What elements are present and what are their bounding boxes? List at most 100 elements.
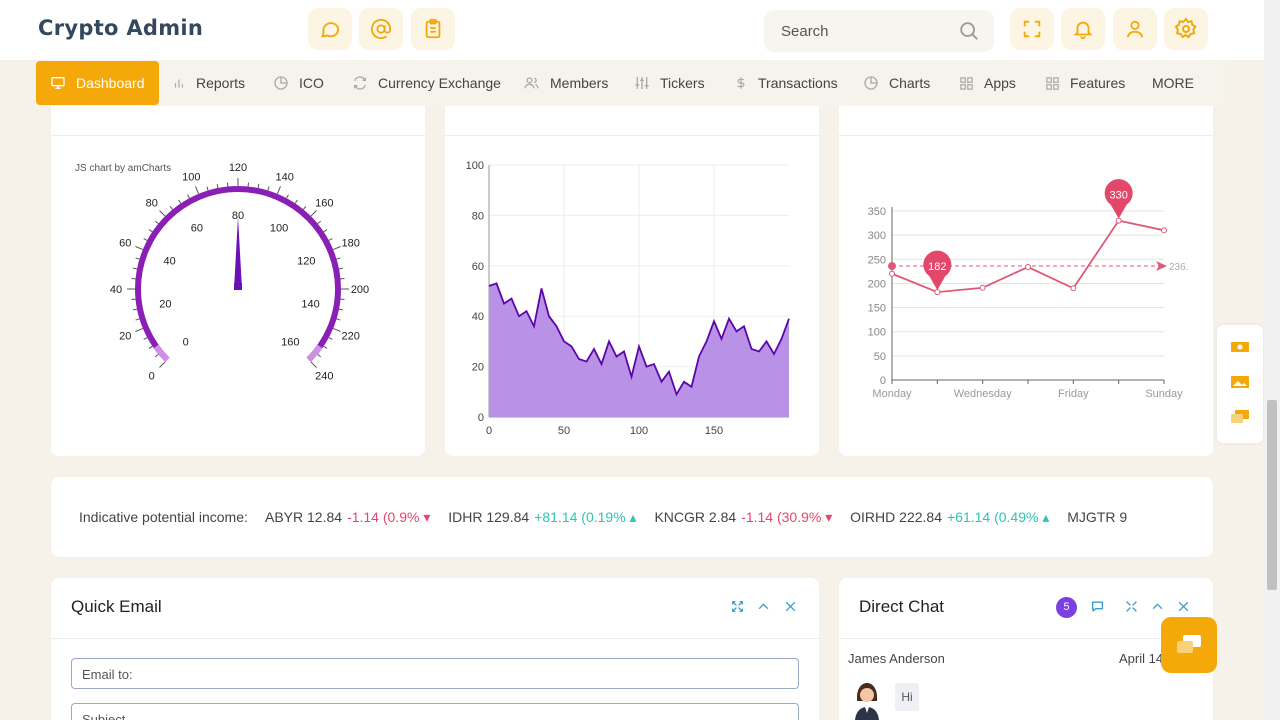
email-to-placeholder: Email to: (82, 667, 133, 682)
nav-tickers[interactable]: Tickers (634, 60, 705, 106)
nav-label: Dashboard (76, 75, 145, 91)
x-tick-label: Monday (872, 388, 912, 400)
gauge-tick (317, 353, 322, 358)
gauge-arc (135, 186, 341, 362)
chat-button[interactable] (308, 8, 352, 50)
collapse-icon[interactable] (1151, 600, 1164, 613)
chat-icon (321, 22, 340, 38)
gauge-tick (338, 267, 344, 270)
y-tick-label: 100 (466, 160, 484, 172)
gauge-tick (159, 210, 166, 217)
nav-dashboard[interactable]: Dashboard (36, 61, 159, 105)
email-to-field[interactable]: Email to: (71, 658, 799, 689)
gauge-tick (317, 220, 322, 225)
series-point (934, 289, 941, 296)
dollar-icon (737, 77, 745, 89)
gauge-tick (154, 220, 159, 225)
series-point (1025, 264, 1031, 271)
pie-icon (864, 76, 878, 90)
scrollbar-thumb[interactable] (1267, 400, 1277, 590)
gauge-tick (148, 229, 153, 233)
y-tick-label: 0 (880, 375, 886, 387)
direct-chat-title: Direct Chat (859, 597, 945, 616)
search-icon[interactable] (958, 20, 980, 42)
exchange-icon (354, 76, 366, 90)
nav-members[interactable]: Members (523, 60, 608, 106)
panel-divider (51, 638, 819, 639)
nav-currency-exchange[interactable]: Currency Exchange (352, 60, 501, 106)
gauge-inner-label: 60 (191, 222, 203, 234)
gauge-panel: JS chart by amCharts 0 20 40 60 80 100 120 140 16… (51, 106, 425, 456)
chat-message: Hi (895, 683, 919, 711)
fullscreen-button[interactable] (1010, 8, 1054, 50)
open-chat-button[interactable] (1161, 617, 1217, 673)
gauge-tick (132, 267, 138, 270)
settings-button[interactable] (1164, 8, 1208, 50)
y-tick-label: 200 (868, 278, 886, 290)
y-tick-label: 150 (868, 303, 886, 315)
average-label: 236. (1169, 262, 1188, 273)
expand-icon[interactable] (731, 600, 744, 613)
mention-button[interactable] (359, 8, 403, 50)
nav-apps[interactable]: Apps (959, 60, 1016, 106)
series-point (979, 284, 986, 291)
line-chart: 0 50 100 150 200 250 300 350 Monday Wednesday Frid… (868, 179, 1188, 400)
chart-credit: JS chart by amCharts (75, 163, 171, 174)
nav-label: Transactions (758, 75, 838, 91)
gauge-arc-end (306, 344, 323, 362)
ticker-panel (51, 477, 1213, 557)
nav-charts[interactable]: Charts (863, 60, 930, 106)
pie-icon (274, 76, 288, 90)
money-icon[interactable] (1230, 339, 1250, 355)
avatar (855, 683, 879, 720)
nav-ico[interactable]: ICO (273, 60, 324, 106)
gauge-tick (328, 238, 333, 241)
expand-icon[interactable] (1125, 600, 1138, 613)
notifications-button[interactable] (1061, 8, 1105, 50)
settings-icon (1174, 17, 1197, 39)
gauge-arc-start (153, 344, 170, 362)
gauge-tick (169, 205, 174, 210)
gauge-outer-label: 180 (342, 237, 360, 249)
nav-transactions[interactable]: Transactions (734, 60, 838, 106)
gauge-outer-label: 0 (149, 370, 155, 382)
image-icon[interactable] (1230, 374, 1250, 390)
profile-button[interactable] (1113, 8, 1157, 50)
gauge-tick (338, 308, 344, 311)
gauge-tick (328, 337, 333, 340)
subject-field[interactable]: Subject (71, 703, 799, 720)
panel-divider (839, 638, 1213, 639)
close-icon[interactable] (1177, 600, 1190, 613)
gauge-tick (302, 205, 307, 210)
collapse-icon[interactable] (757, 600, 770, 613)
gauge-tick (276, 186, 281, 195)
nav-label: Members (550, 75, 609, 91)
subject-placeholder: Subject (82, 712, 126, 720)
gauge-inner-label: 100 (270, 222, 288, 234)
clipboard-button[interactable] (411, 8, 455, 50)
search-input[interactable]: Search (781, 23, 829, 40)
main-nav: Dashboard Reports ICO Currency Exchange … (34, 60, 1230, 106)
y-tick-label: 300 (868, 230, 886, 242)
nav-features[interactable]: Features (1045, 60, 1125, 106)
gauge-outer-label: 160 (315, 198, 333, 210)
x-tick-label: 0 (486, 425, 492, 437)
gauge-chart: JS chart by amCharts 0 20 40 60 80 100 120 140 16… (75, 162, 369, 382)
chat-bubble-icon[interactable] (1230, 409, 1250, 425)
page-scrollbar[interactable] (1264, 0, 1280, 720)
y-tick-label: 80 (472, 210, 484, 222)
chat-sender-name: James Anderson (848, 651, 945, 666)
gauge-inner-label: 20 (159, 298, 171, 310)
side-toolbar (1217, 325, 1263, 443)
nav-reports[interactable]: Reports (172, 60, 245, 106)
y-tick-label: 50 (874, 351, 886, 363)
message-icon[interactable] (1091, 600, 1104, 613)
close-icon[interactable] (784, 600, 797, 613)
gauge-outer-label: 60 (119, 237, 131, 249)
gauge-tick (286, 194, 289, 199)
app-title: Crypto Admin (38, 16, 204, 40)
nav-more[interactable]: MORE (1152, 60, 1194, 106)
search-box[interactable]: Search (764, 10, 994, 52)
quick-email-panel (51, 578, 819, 720)
gauge-inner-label: 0 (183, 336, 189, 348)
